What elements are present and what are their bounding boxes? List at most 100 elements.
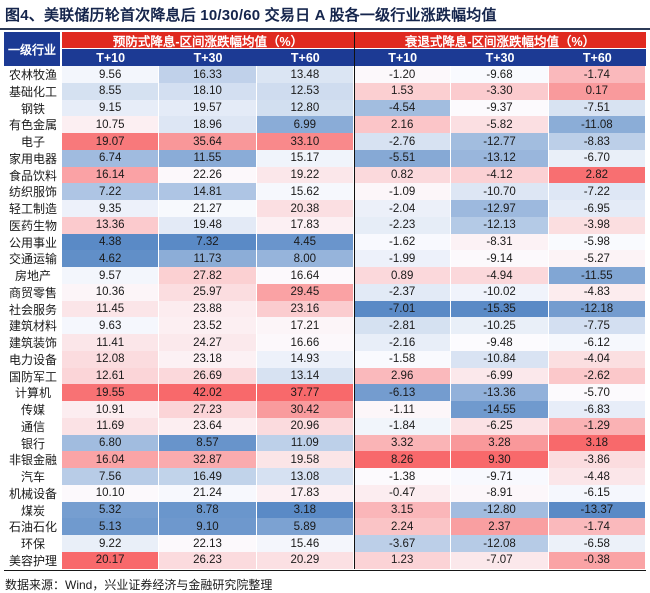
value-cell: 9.57 <box>62 267 160 285</box>
value-cell: -6.25 <box>451 417 549 436</box>
value-cell: -1.74 <box>548 518 646 537</box>
value-cell: -10.70 <box>451 183 549 202</box>
col-header-t30-recession: T+30 <box>451 49 549 66</box>
industry-label: 建筑材料 <box>4 317 62 336</box>
value-cell: 13.48 <box>256 66 354 84</box>
industry-label: 交通运输 <box>4 250 62 269</box>
value-cell: -14.55 <box>451 401 549 419</box>
value-cell: -1.11 <box>354 401 452 419</box>
table-row: 汽车 7.56 16.49 13.08 -1.38 -9.71 -4.48 <box>4 468 646 486</box>
value-cell: 2.16 <box>354 116 452 135</box>
col-header-t30-preventive: T+30 <box>159 49 257 66</box>
value-cell: 8.78 <box>159 501 257 520</box>
industry-label: 银行 <box>4 434 62 453</box>
table-header: 一级行业 预防式降息-区间涨跌幅均值（%） 衰退式降息-区间涨跌幅均值（%） T… <box>4 32 646 66</box>
value-cell: -1.38 <box>354 468 452 486</box>
value-cell: -4.04 <box>548 350 646 369</box>
value-cell: 22.26 <box>159 166 257 185</box>
value-cell: -3.86 <box>548 451 646 470</box>
value-cell: 14.81 <box>159 183 257 202</box>
value-cell: -12.18 <box>548 300 646 319</box>
value-cell: -10.25 <box>451 317 549 336</box>
value-cell: 3.18 <box>256 501 354 520</box>
industry-label: 家用电器 <box>4 149 62 168</box>
value-cell: 7.32 <box>159 233 257 252</box>
value-cell: 16.66 <box>256 334 354 352</box>
value-cell: 8.00 <box>256 250 354 269</box>
value-cell: -13.36 <box>451 384 549 403</box>
table-row: 通信 11.69 23.64 20.96 -1.84 -6.25 -1.29 <box>4 417 646 436</box>
value-cell: 2.82 <box>548 166 646 185</box>
value-cell: -8.31 <box>451 233 549 252</box>
value-cell: 10.10 <box>62 484 160 503</box>
value-cell: 7.22 <box>62 183 160 202</box>
value-cell: -1.62 <box>354 233 452 252</box>
row-header-label: 一级行业 <box>4 32 62 66</box>
value-cell: 21.27 <box>159 200 257 218</box>
value-cell: 6.80 <box>62 434 160 453</box>
value-cell: 32.87 <box>159 451 257 470</box>
industry-label: 煤炭 <box>4 501 62 520</box>
value-cell: 22.13 <box>159 535 257 553</box>
table-row: 有色金属 10.75 18.96 6.99 2.16 -5.82 -11.08 <box>4 116 646 135</box>
col-header-t60-preventive: T+60 <box>256 49 354 66</box>
value-cell: -6.95 <box>548 200 646 218</box>
col-header-t10-recession: T+10 <box>354 49 452 66</box>
value-cell: 18.10 <box>159 82 257 101</box>
industry-label: 轻工制造 <box>4 200 62 218</box>
table-row: 纺织服饰 7.22 14.81 15.62 -1.09 -10.70 -7.22 <box>4 183 646 202</box>
value-cell: -6.58 <box>548 535 646 553</box>
value-cell: -8.83 <box>548 133 646 151</box>
value-cell: -6.83 <box>548 401 646 419</box>
table-row: 商贸零售 10.36 25.97 29.45 -2.37 -10.02 -4.8… <box>4 283 646 302</box>
value-cell: 9.35 <box>62 200 160 218</box>
table-row: 煤炭 5.32 8.78 3.18 3.15 -12.80 -13.37 <box>4 501 646 520</box>
value-cell: 9.10 <box>159 518 257 537</box>
value-cell: 13.14 <box>256 367 354 386</box>
value-cell: -12.97 <box>451 200 549 218</box>
industry-label: 纺织服饰 <box>4 183 62 202</box>
value-cell: 8.26 <box>354 451 452 470</box>
value-cell: -1.84 <box>354 417 452 436</box>
value-cell: 26.69 <box>159 367 257 386</box>
value-cell: 9.15 <box>62 99 160 118</box>
value-cell: 23.52 <box>159 317 257 336</box>
value-cell: 27.23 <box>159 401 257 419</box>
table-row: 农林牧渔 9.56 16.33 13.48 -1.20 -9.68 -1.74 <box>4 66 646 84</box>
table-row: 计算机 19.55 42.02 37.77 -6.13 -13.36 -5.70 <box>4 384 646 403</box>
value-cell: 23.18 <box>159 350 257 369</box>
value-cell: -12.13 <box>451 216 549 235</box>
table-row: 交通运输 4.62 11.73 8.00 -1.99 -9.14 -5.27 <box>4 250 646 269</box>
value-cell: 0.17 <box>548 82 646 101</box>
value-cell: -7.22 <box>548 183 646 202</box>
value-cell: 21.24 <box>159 484 257 503</box>
industry-label: 计算机 <box>4 384 62 403</box>
table-row: 机械设备 10.10 21.24 17.83 -0.47 -8.91 -6.15 <box>4 484 646 503</box>
industry-label: 建筑装饰 <box>4 334 62 352</box>
value-cell: 3.32 <box>354 434 452 453</box>
value-cell: -11.55 <box>548 267 646 285</box>
industry-label: 美容护理 <box>4 551 62 570</box>
value-cell: -9.37 <box>451 99 549 118</box>
col-header-t10-preventive: T+10 <box>62 49 160 66</box>
value-cell: -2.16 <box>354 334 452 352</box>
value-cell: -2.04 <box>354 200 452 218</box>
value-cell: -12.80 <box>451 501 549 520</box>
table-row: 公用事业 4.38 7.32 4.45 -1.62 -8.31 -5.98 <box>4 233 646 252</box>
value-cell: 10.36 <box>62 283 160 302</box>
table-row: 家用电器 6.74 11.55 15.17 -5.51 -13.12 -6.70 <box>4 149 646 168</box>
value-cell: 15.17 <box>256 149 354 168</box>
table-row: 国防军工 12.61 26.69 13.14 2.96 -6.99 -2.62 <box>4 367 646 386</box>
value-cell: 9.30 <box>451 451 549 470</box>
industry-label: 公用事业 <box>4 233 62 252</box>
value-cell: 17.83 <box>256 484 354 503</box>
value-cell: 23.16 <box>256 300 354 319</box>
table-row: 电力设备 12.08 23.18 14.93 -1.58 -10.84 -4.0… <box>4 350 646 369</box>
value-cell: -2.23 <box>354 216 452 235</box>
value-cell: 13.36 <box>62 216 160 235</box>
table-row: 美容护理 20.17 26.23 20.29 1.23 -7.07 -0.38 <box>4 551 646 570</box>
value-cell: 33.10 <box>256 133 354 151</box>
value-cell: 19.48 <box>159 216 257 235</box>
value-cell: -9.48 <box>451 334 549 352</box>
value-cell: 3.18 <box>548 434 646 453</box>
